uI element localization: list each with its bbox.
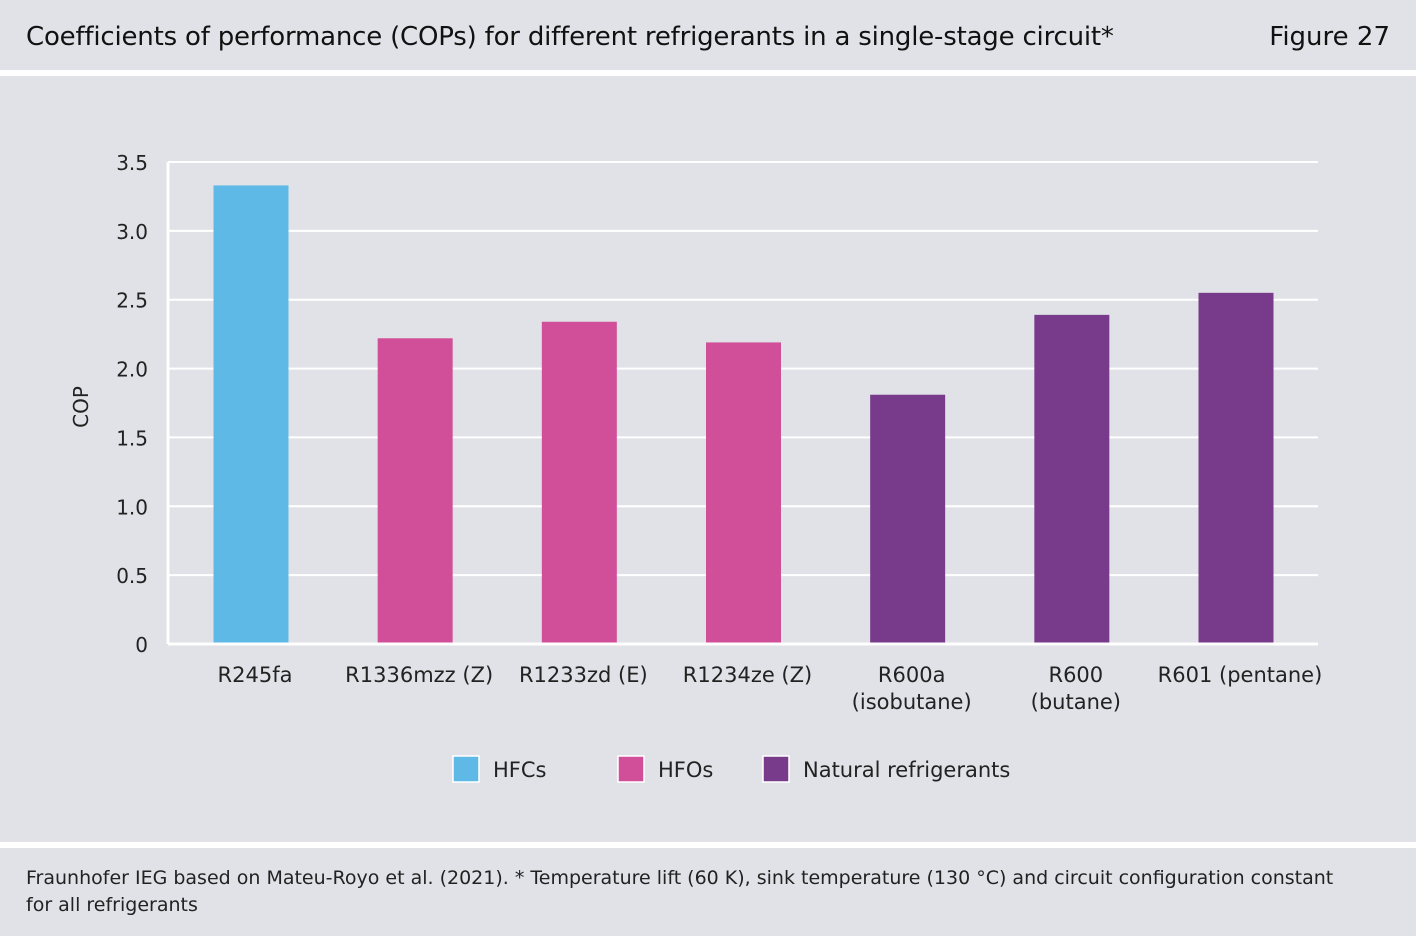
bar-6 [1198,292,1274,644]
x-tick-label: R601 (pentane) [1158,663,1323,687]
source-text: Fraunhofer IEG based on Mateu-Royo et al… [26,867,1334,916]
x-tick-label: R1336mzz (Z) [345,663,493,687]
legend-swatch-1 [617,755,645,783]
bar-2 [541,321,617,644]
x-tick-label: R1234ze (Z) [683,663,812,687]
y-tick-label: 3.5 [116,151,148,175]
y-tick-label: 2.5 [116,289,148,313]
bar-1 [377,338,453,644]
legend-label-1: HFOs [658,758,713,782]
y-tick-label: 3.0 [116,220,148,244]
bar-5 [1034,314,1110,644]
legend-label-2: Natural refrigerants [803,758,1010,782]
y-tick-label: 0 [135,633,148,657]
x-tick-label: R245fa [218,663,293,687]
y-tick-label: 2.0 [116,358,148,382]
y-tick-label: 1.0 [116,495,148,519]
y-axis-label: COP [69,386,93,428]
source-note: Fraunhofer IEG based on Mateu-Royo et al… [0,848,1416,936]
y-tick-label: 1.5 [116,426,148,450]
legend-label-0: HFCs [493,758,546,782]
x-tick-label: (butane) [1031,690,1121,714]
chart-title: Coefficients of performance (COPs) for d… [26,22,1114,52]
legend-swatch-2 [762,755,790,783]
chart-panel: 0 0.5 1.0 1.5 2.0 2.5 3.0 3.5 COP R245fa R1336mzz … [0,76,1416,842]
bar-chart: 0 0.5 1.0 1.5 2.0 2.5 3.0 3.5 COP R245fa R1336mzz … [69,151,1323,783]
bar-4 [870,394,946,644]
figure-label: Figure 27 [1269,22,1390,52]
bar-0 [213,185,289,644]
x-tick-label: R600 [1048,663,1103,687]
x-tick-label: R600a [878,663,946,687]
x-tick-label: (isobutane) [852,690,972,714]
y-tick-label: 0.5 [116,564,148,588]
bar-3 [706,342,781,644]
figure-header: Coefficients of performance (COPs) for d… [0,0,1416,70]
x-tick-label: R1233zd (E) [519,663,648,687]
legend-swatch-0 [452,755,480,783]
